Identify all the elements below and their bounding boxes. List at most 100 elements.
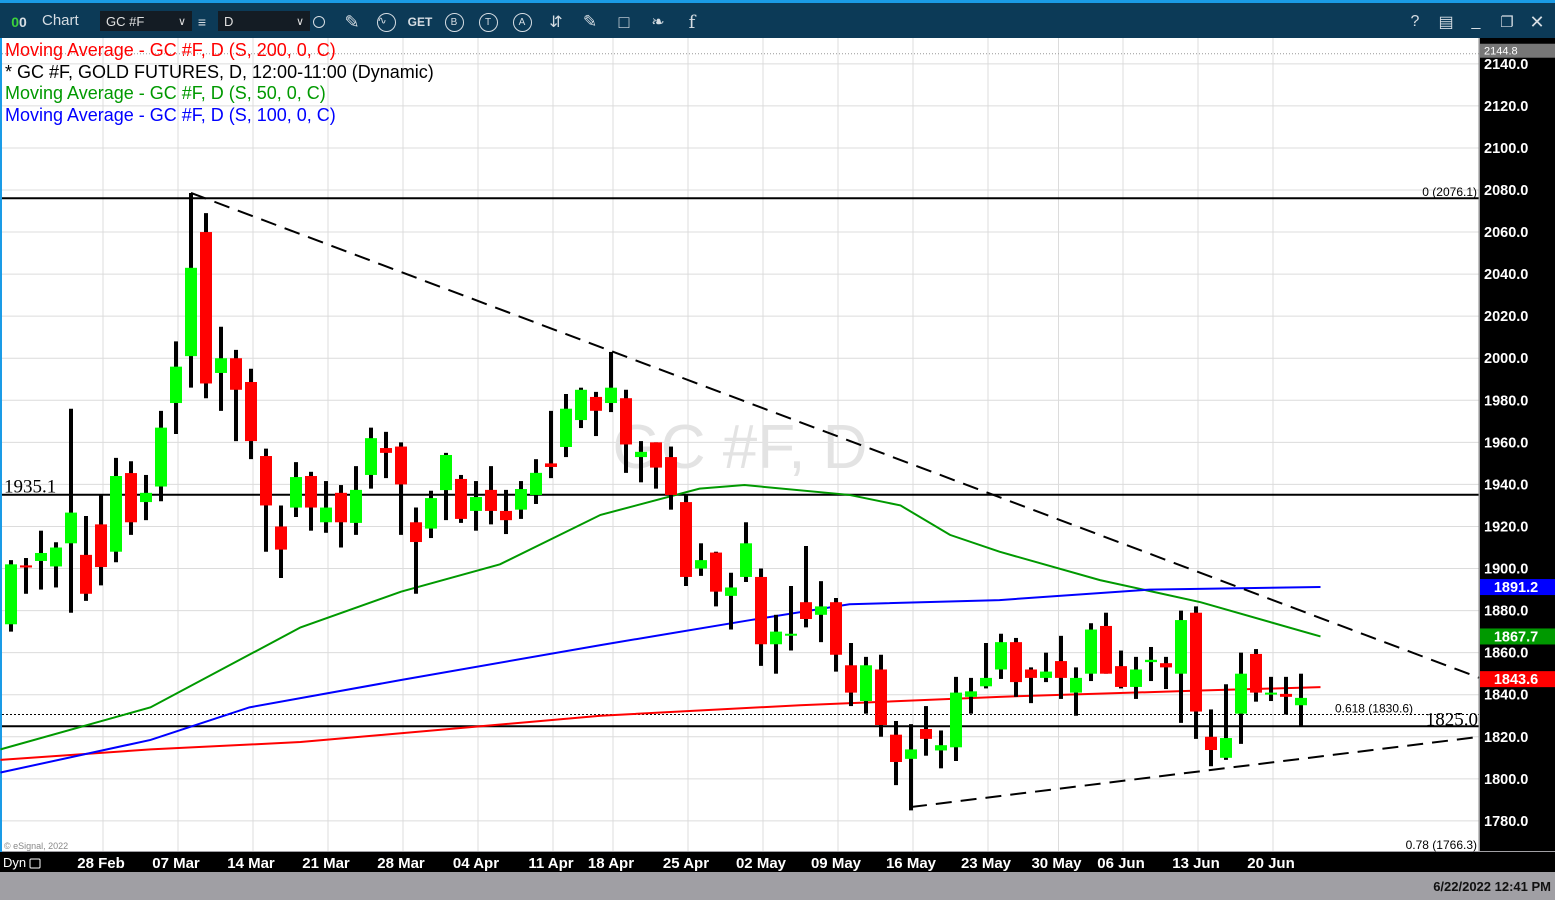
candle-body [140, 492, 152, 503]
candle-body [1265, 692, 1277, 695]
candle-body [1115, 666, 1127, 687]
candle-body [560, 408, 572, 447]
pencil-icon[interactable]: ✎ [344, 11, 360, 32]
fib-label-0618: 0.618 (1830.6) [1335, 701, 1413, 715]
candle-body [785, 633, 797, 636]
date-tick-label: 06 Jun [1097, 855, 1145, 872]
date-tick-label: 07 Mar [152, 855, 200, 872]
study-icon[interactable]: ∿ [375, 11, 397, 33]
help-icon[interactable]: ? [1410, 13, 1420, 30]
candle-body [410, 522, 422, 543]
date-tick-label: 13 Jun [1172, 855, 1220, 872]
price-tick-label: 2120.0 [1484, 99, 1528, 115]
candle-body [440, 454, 452, 491]
crosshair-price-label: 2144.8 [1484, 46, 1518, 58]
comment-icon[interactable]: □ [618, 11, 630, 32]
plot-background [2, 38, 1479, 851]
price-tick-label: 1880.0 [1484, 604, 1528, 620]
date-tick-label: 28 Mar [377, 855, 425, 872]
price-tick-label: 1840.0 [1484, 688, 1528, 704]
crosshair-price-badge [1480, 43, 1555, 58]
candle-body [395, 446, 407, 485]
minimize-icon[interactable]: _ [1471, 13, 1481, 30]
price-tick-label: 2080.0 [1484, 183, 1528, 199]
price-tick-label: 2040.0 [1484, 267, 1528, 283]
candle-body [125, 473, 137, 523]
chevron-down-icon: ∨ [177, 15, 186, 28]
legend-symbol: * GC #F, GOLD FUTURES, D, 12:00-11:00 (D… [5, 61, 434, 82]
candle-body [1085, 629, 1097, 674]
candle-body [740, 543, 752, 577]
close-icon[interactable]: ✕ [1529, 11, 1545, 32]
note-icon[interactable]: ✎ [582, 12, 598, 31]
candle-body [815, 606, 827, 615]
candle-body [1055, 661, 1067, 678]
get-icon[interactable]: GET [407, 15, 433, 29]
facebook-icon[interactable]: f [688, 11, 696, 33]
date-tick-label: 21 Mar [302, 855, 350, 872]
candle-body [755, 576, 767, 645]
twitter-icon[interactable]: ❧ [651, 14, 665, 31]
trade-icon[interactable]: T [477, 11, 499, 33]
candle-body [875, 669, 887, 726]
candle-body [215, 358, 227, 373]
candle-body [260, 456, 272, 506]
price-tick-label: 1820.0 [1484, 730, 1528, 746]
price-tick-label: 1900.0 [1484, 562, 1528, 578]
date-tick-label: 30 May [1031, 855, 1082, 872]
time-axis [0, 852, 1555, 872]
interval-select[interactable]: D ∨ [218, 11, 310, 31]
candle-body [710, 552, 722, 592]
candle-body [935, 745, 947, 751]
date-tick-label: 20 Jun [1247, 855, 1295, 872]
candle-body [365, 438, 377, 475]
candle-body [695, 560, 707, 569]
clock-icon[interactable] [308, 11, 330, 33]
level-label-1935: 1935.1 [4, 477, 56, 498]
list-icon[interactable]: ≡ [197, 14, 207, 30]
candle-body [890, 734, 902, 763]
candle-body [95, 524, 107, 568]
candle-body [1130, 669, 1142, 687]
date-tick-label: 16 May [886, 855, 937, 872]
ma-price-label: 1891.2 [1494, 580, 1538, 596]
candle-body [590, 396, 602, 411]
candle-body [905, 749, 917, 759]
candle-body [680, 502, 692, 577]
candle-body [1070, 677, 1082, 693]
moving-average-line-0 [0, 686, 1321, 761]
alert-icon[interactable]: A [511, 11, 533, 33]
timestamp: 6/22/2022 12:41 PM [1433, 879, 1551, 894]
candle-body [830, 602, 842, 655]
restore-icon[interactable]: ❐ [1500, 14, 1514, 31]
symbol-value: GC #F [106, 13, 145, 29]
moving-average-line-1 [0, 484, 1321, 751]
level-label-1825: 1825.0 [1426, 709, 1478, 730]
fib-label-0: 0 (2076.1) [1422, 185, 1477, 199]
candle-body [380, 448, 392, 453]
candle-body [5, 564, 17, 625]
candle-body [155, 427, 167, 487]
swap-icon[interactable]: ⇵ [549, 14, 563, 31]
candle-body [50, 547, 62, 567]
ma-price-badge [1480, 671, 1555, 688]
symbol-select[interactable]: GC #F ∨ [100, 11, 192, 31]
candle-body [455, 478, 467, 519]
candle-body [1100, 625, 1112, 674]
date-tick-label: 11 Apr [528, 855, 573, 872]
layout-icon[interactable]: ▤ [1438, 14, 1454, 31]
candle-body [1280, 693, 1292, 697]
candle-body [920, 728, 932, 739]
moving-average-line-2 [0, 586, 1321, 774]
price-tick-label: 1780.0 [1484, 814, 1528, 830]
candle-body [500, 510, 512, 521]
price-tick-label: 1800.0 [1484, 772, 1528, 788]
window-border [0, 38, 2, 872]
lock-icon [29, 858, 41, 869]
candle-body [800, 602, 812, 620]
price-tick-label: 1920.0 [1484, 519, 1528, 535]
candle-body [575, 389, 587, 421]
buy-icon[interactable]: B [443, 11, 465, 33]
